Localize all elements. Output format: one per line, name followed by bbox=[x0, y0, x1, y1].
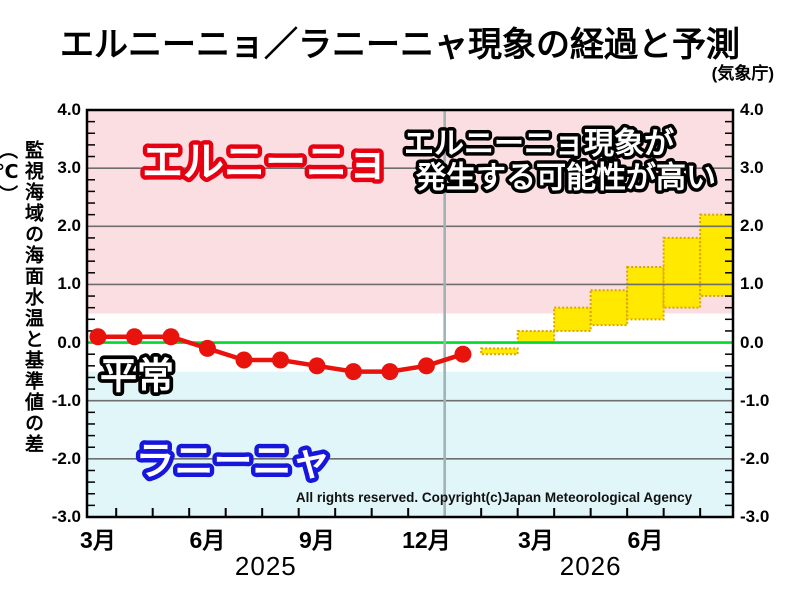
y-tick-label-left: 0.0 bbox=[57, 332, 81, 352]
data-point bbox=[125, 328, 143, 346]
y-tick-label-right: 1.0 bbox=[740, 274, 764, 294]
y-tick-label-left: 4.0 bbox=[57, 100, 81, 119]
data-point bbox=[89, 328, 107, 346]
plot-area: エルニーニョ平常ラニーニャ エルニーニョ現象が 発生する可能性が高い All righ… bbox=[85, 108, 735, 519]
source-label: (気象庁) bbox=[711, 64, 774, 83]
data-point bbox=[308, 357, 326, 375]
x-tick-label: 6月 bbox=[189, 527, 226, 553]
la-nina-region-label: ラニーニャ bbox=[135, 441, 330, 484]
region-elnino bbox=[87, 110, 733, 314]
copyright-text: All rights reserved. Copyright(c)Japan M… bbox=[296, 490, 693, 505]
year-label: 2026 bbox=[559, 551, 622, 581]
annotation-line-2: 発生する可能性が高い bbox=[415, 161, 716, 195]
year-label: 2025 bbox=[234, 551, 297, 581]
y-tick-label-right: -1.0 bbox=[740, 390, 770, 410]
x-tick-label: 9月 bbox=[299, 527, 335, 553]
data-point bbox=[454, 345, 472, 363]
forecast-box bbox=[699, 213, 734, 298]
y-tick-label-right: 3.0 bbox=[740, 158, 764, 178]
y-tick-label-right: 4.0 bbox=[740, 100, 764, 119]
forecast-box bbox=[480, 347, 519, 356]
y-tick-label-left: 2.0 bbox=[57, 216, 81, 236]
forecast-box bbox=[516, 329, 556, 344]
x-tick-label: 3月 bbox=[518, 527, 554, 553]
x-tick-label: 12月 bbox=[402, 527, 451, 553]
y-axis-title: 監視海域の海面水温と基準値の差（℃） bbox=[0, 140, 43, 455]
page-title: エルニーニョ／ラニーニャ現象の経過と予測 bbox=[60, 26, 740, 64]
el-nino-region-label: エルニーニョ bbox=[142, 139, 388, 185]
data-point bbox=[235, 351, 253, 369]
x-tick-label: 3月 bbox=[80, 527, 116, 553]
data-point bbox=[381, 363, 399, 381]
data-point bbox=[344, 363, 362, 381]
forecast-box bbox=[553, 306, 592, 332]
y-tick-label-right: -3.0 bbox=[740, 507, 770, 526]
forecast-box bbox=[662, 236, 702, 309]
data-point bbox=[198, 339, 216, 357]
forecast-box bbox=[589, 289, 629, 327]
data-point bbox=[271, 351, 289, 369]
y-tick-label-left: -2.0 bbox=[51, 448, 81, 468]
forecast-box bbox=[626, 265, 665, 321]
annotation-line-1: エルニーニョ現象が bbox=[404, 127, 674, 161]
region-lanina bbox=[87, 371, 733, 517]
y-tick-label-left: -1.0 bbox=[51, 390, 81, 410]
y-tick-label-right: 0.0 bbox=[740, 332, 764, 352]
data-point bbox=[162, 328, 180, 346]
y-tick-label-left: 3.0 bbox=[57, 158, 81, 178]
y-tick-label-left: -3.0 bbox=[51, 507, 81, 526]
y-tick-label-right: 2.0 bbox=[740, 216, 764, 236]
plot-border bbox=[85, 108, 735, 519]
y-tick-label-right: -2.0 bbox=[740, 448, 770, 468]
normal-region-label: 平常 bbox=[100, 356, 174, 397]
y-tick-label-left: 1.0 bbox=[57, 274, 81, 294]
x-tick-label: 6月 bbox=[627, 527, 664, 553]
data-point bbox=[417, 357, 435, 375]
